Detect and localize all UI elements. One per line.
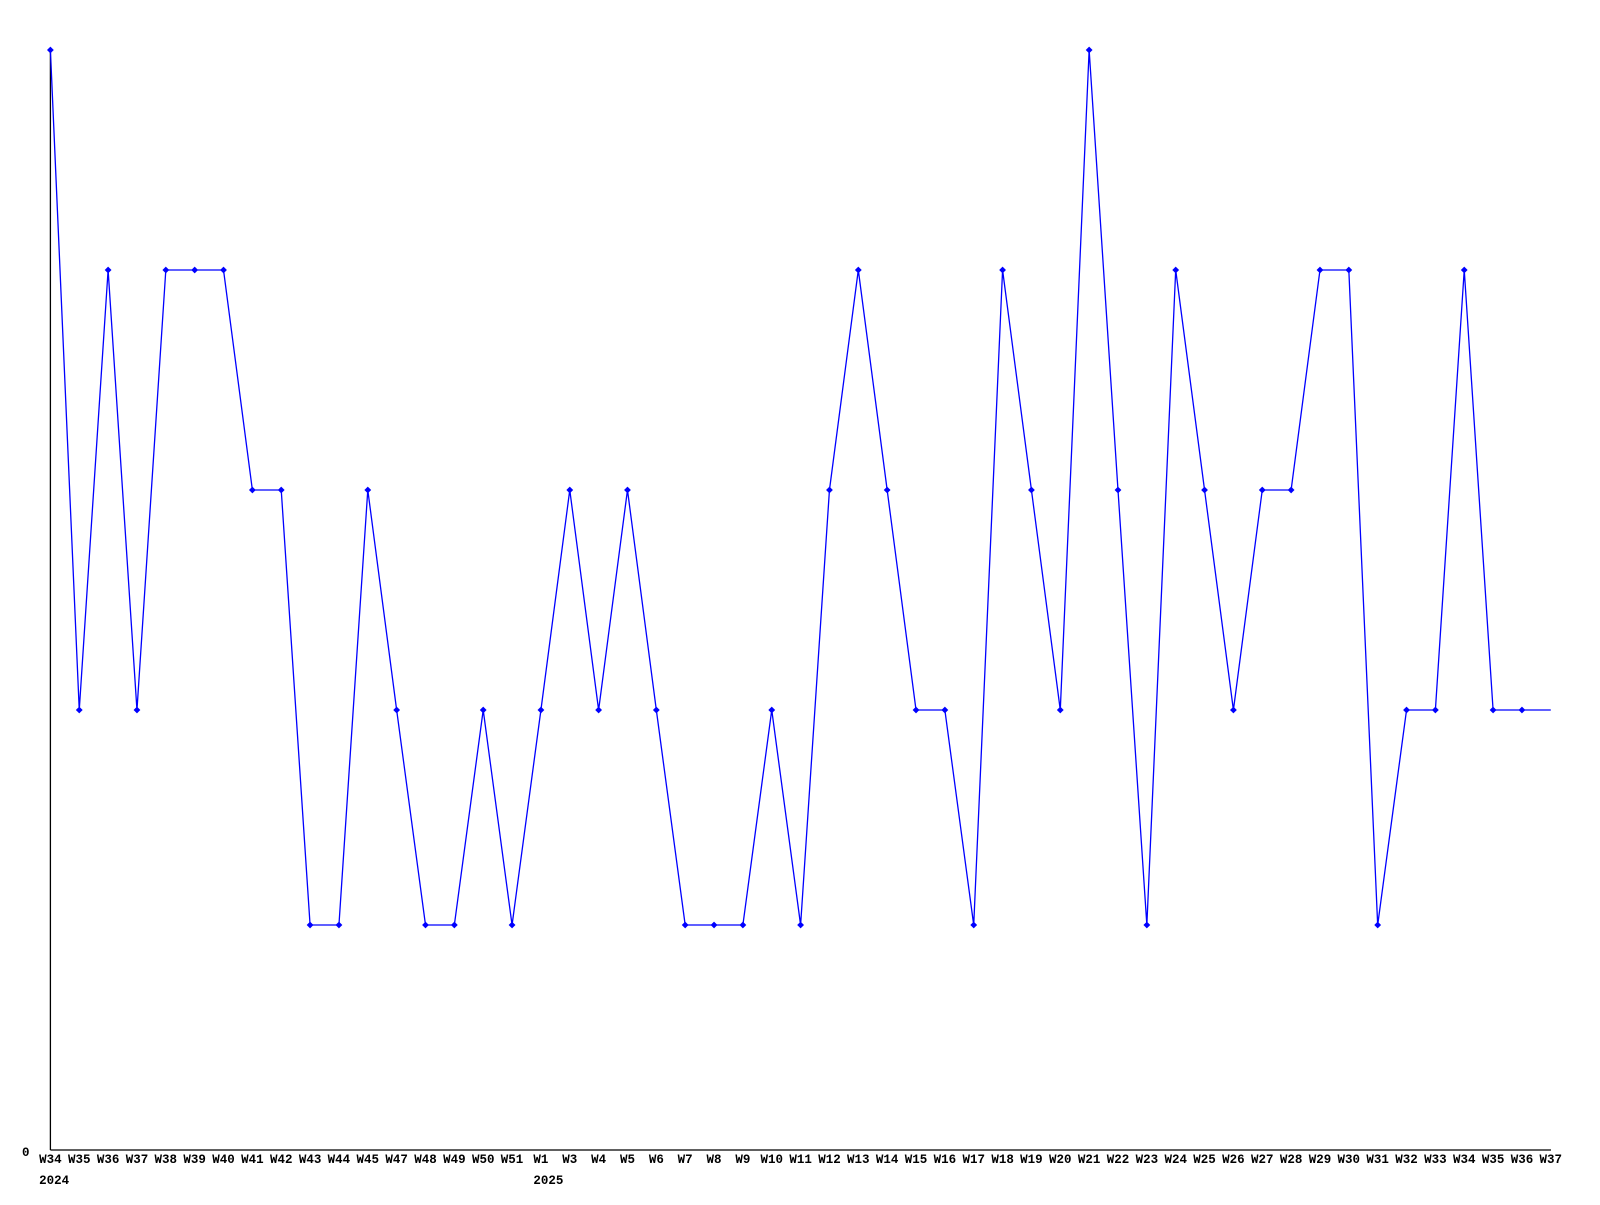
svg-text:W47: W47 [385,1153,408,1167]
svg-text:W27: W27 [1251,1153,1274,1167]
svg-text:W20: W20 [1049,1153,1072,1167]
svg-text:W16: W16 [934,1153,957,1167]
svg-text:W11: W11 [789,1153,812,1167]
svg-text:W8: W8 [707,1153,722,1167]
svg-text:W41: W41 [241,1153,264,1167]
svg-text:W10: W10 [760,1153,783,1167]
svg-text:W12: W12 [818,1153,841,1167]
svg-text:W36: W36 [1511,1153,1534,1167]
svg-text:W22: W22 [1107,1153,1130,1167]
svg-text:W15: W15 [905,1153,928,1167]
svg-text:W25: W25 [1193,1153,1216,1167]
svg-text:W37: W37 [1540,1153,1563,1167]
svg-text:W44: W44 [328,1153,351,1167]
svg-text:W35: W35 [1482,1153,1505,1167]
svg-text:W13: W13 [847,1153,870,1167]
svg-text:W24: W24 [1164,1153,1187,1167]
svg-text:W7: W7 [678,1153,693,1167]
svg-text:W35: W35 [68,1153,91,1167]
svg-text:W23: W23 [1136,1153,1159,1167]
svg-text:2025: 2025 [533,1174,563,1188]
svg-text:W21: W21 [1078,1153,1101,1167]
svg-text:W42: W42 [270,1153,293,1167]
svg-text:W38: W38 [155,1153,178,1167]
svg-text:W40: W40 [212,1153,235,1167]
svg-text:W3: W3 [562,1153,577,1167]
svg-text:W18: W18 [991,1153,1014,1167]
svg-text:0: 0 [22,1146,30,1160]
svg-text:W9: W9 [735,1153,750,1167]
svg-text:W32: W32 [1395,1153,1418,1167]
svg-text:W17: W17 [962,1153,985,1167]
svg-text:2024: 2024 [39,1174,70,1188]
svg-text:W6: W6 [649,1153,664,1167]
svg-text:W37: W37 [126,1153,149,1167]
svg-text:W45: W45 [357,1153,380,1167]
svg-text:W50: W50 [472,1153,495,1167]
svg-text:W26: W26 [1222,1153,1245,1167]
svg-text:W36: W36 [97,1153,120,1167]
svg-text:W43: W43 [299,1153,322,1167]
svg-text:W19: W19 [1020,1153,1043,1167]
svg-text:W34: W34 [1453,1153,1476,1167]
svg-text:W51: W51 [501,1153,524,1167]
svg-text:W5: W5 [620,1153,635,1167]
svg-text:W49: W49 [443,1153,466,1167]
svg-text:W28: W28 [1280,1153,1303,1167]
svg-text:W48: W48 [414,1153,437,1167]
svg-text:W39: W39 [183,1153,206,1167]
svg-text:W31: W31 [1366,1153,1389,1167]
svg-text:W33: W33 [1424,1153,1447,1167]
svg-text:W4: W4 [591,1153,607,1167]
svg-text:W1: W1 [533,1153,548,1167]
svg-text:W14: W14 [876,1153,899,1167]
svg-text:W30: W30 [1338,1153,1361,1167]
svg-text:W34: W34 [39,1153,62,1167]
svg-text:W29: W29 [1309,1153,1332,1167]
